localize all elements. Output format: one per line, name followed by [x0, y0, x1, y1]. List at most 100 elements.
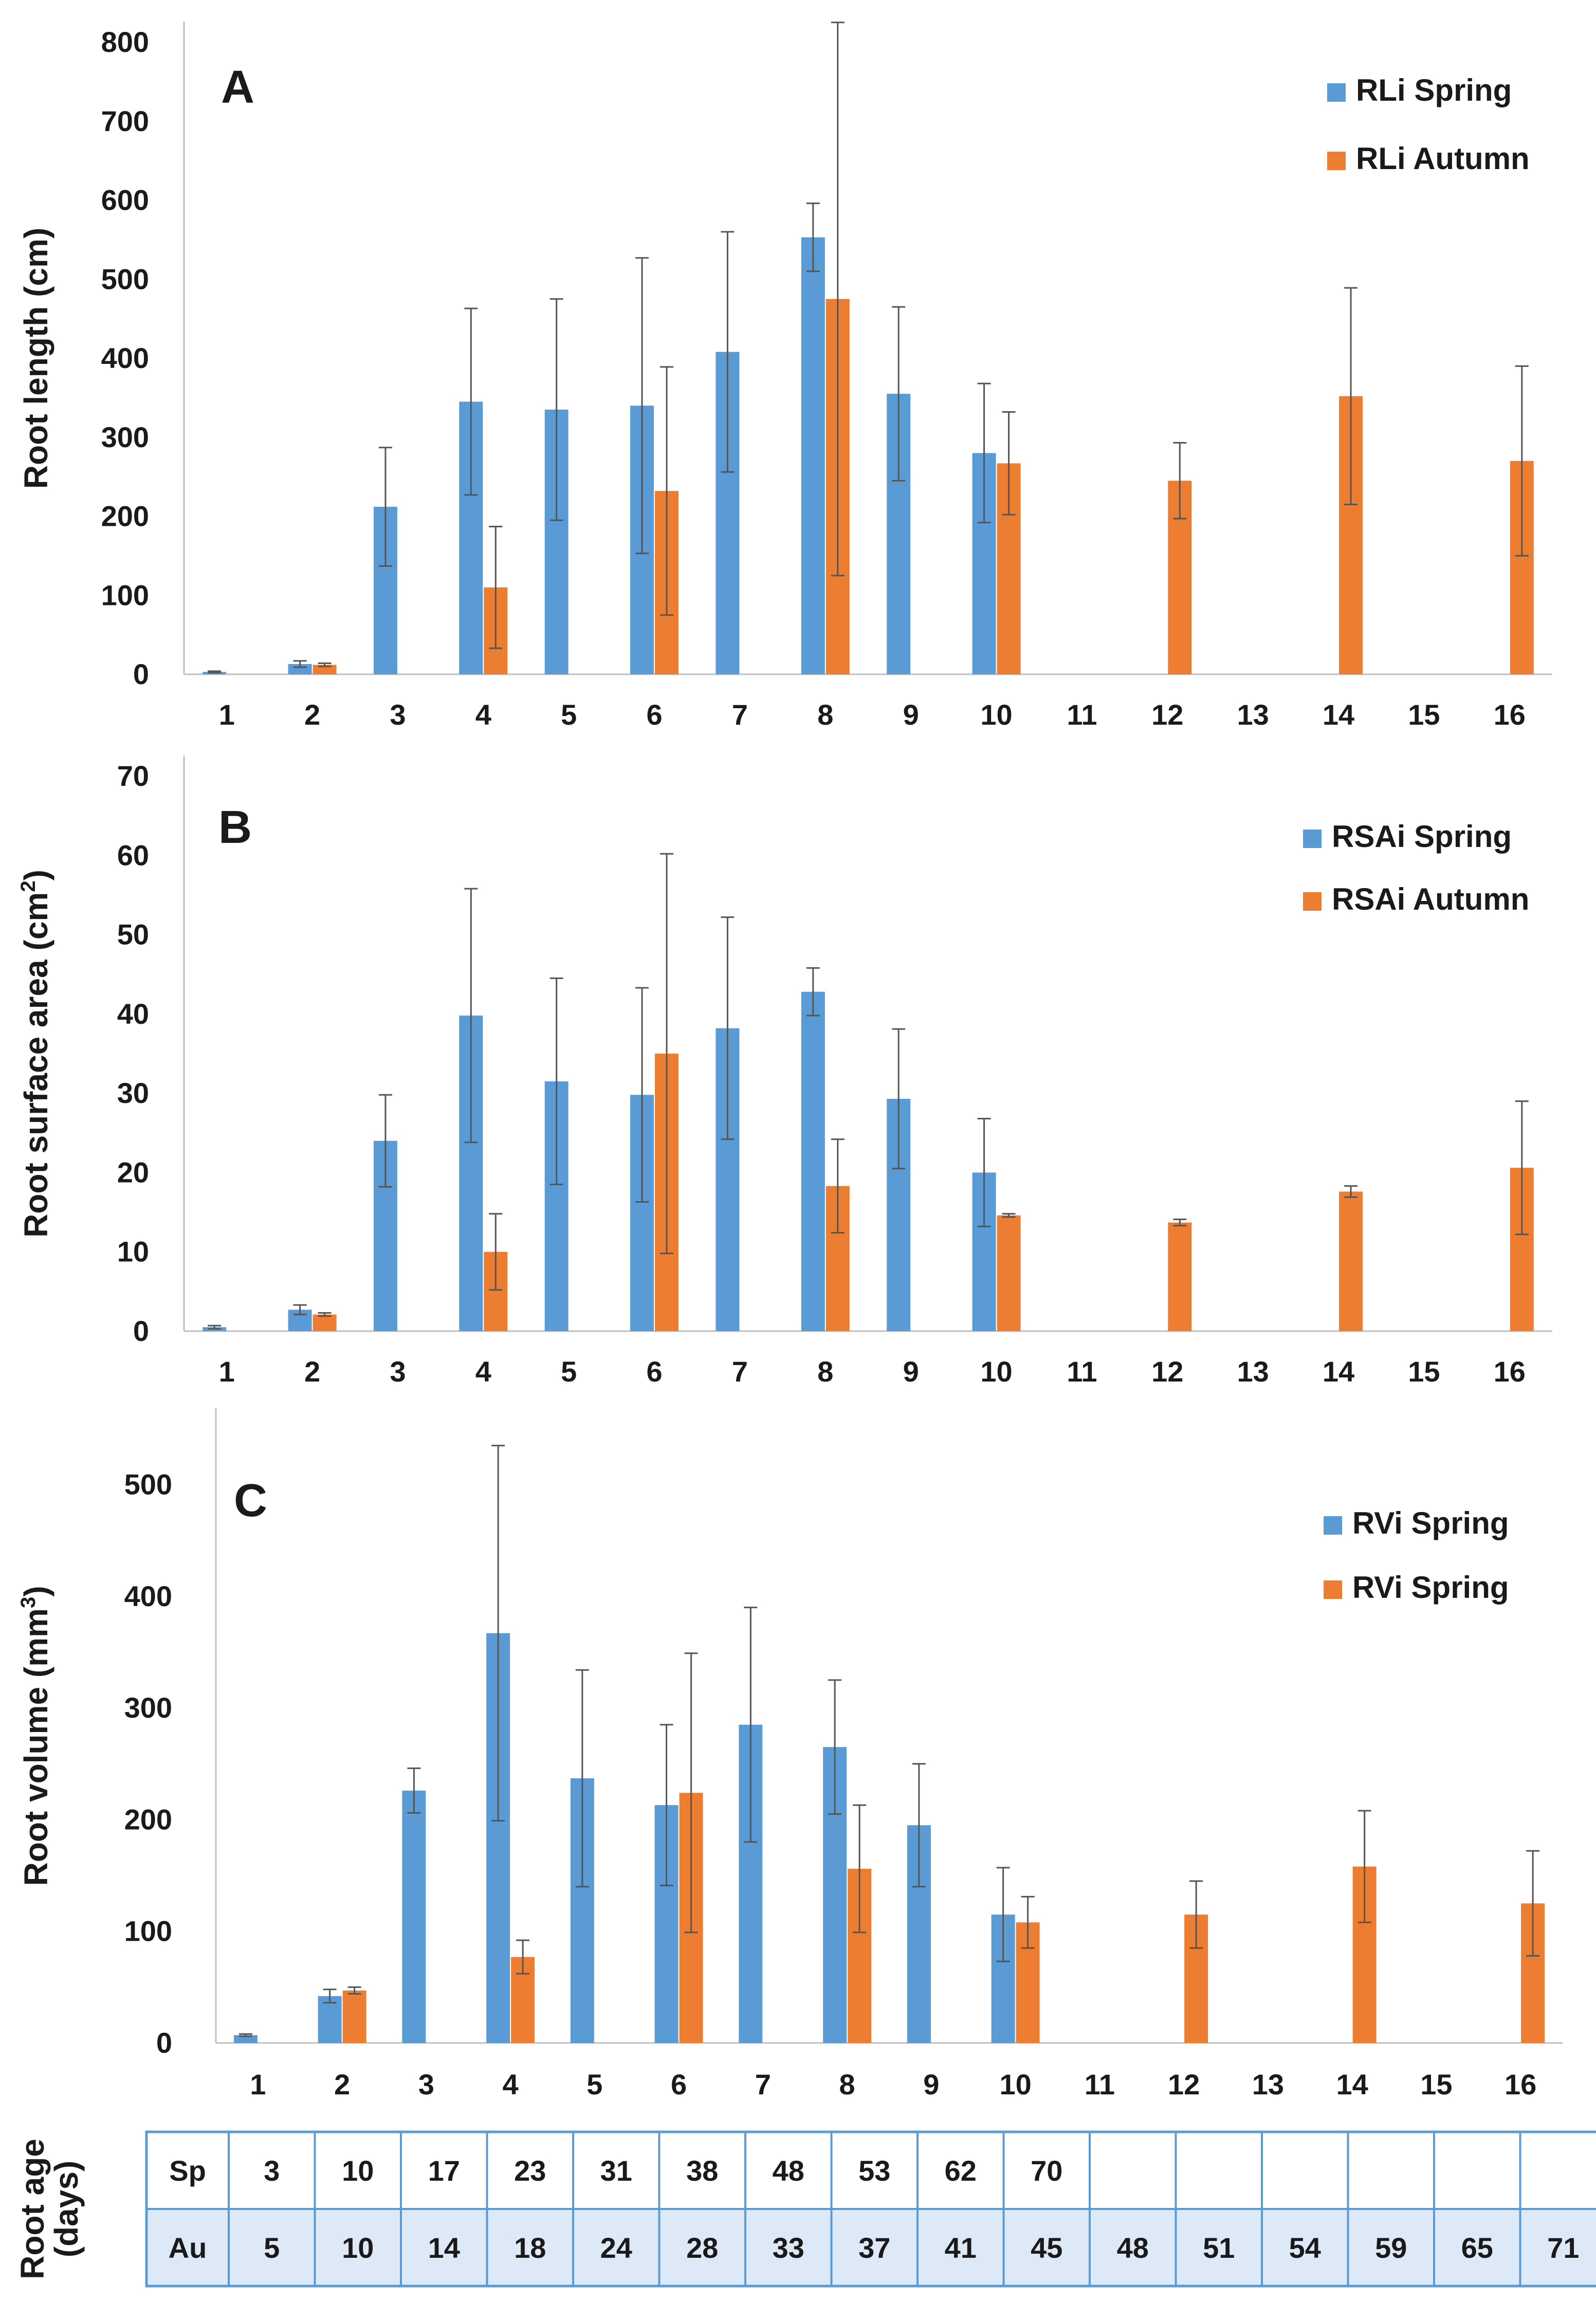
- legend-label-autumn: RLi Autumn: [1356, 141, 1530, 176]
- table-cell: 18: [514, 2232, 546, 2264]
- y-tick-label: 0: [156, 2027, 172, 2059]
- table-cell: 37: [858, 2232, 890, 2264]
- x-tick-label: 1: [219, 1355, 235, 1388]
- x-tick-label: 2: [304, 698, 320, 731]
- y-tick-label: 200: [124, 1803, 172, 1835]
- table-cell: 10: [342, 2154, 374, 2187]
- table-side-label: Root age(days): [14, 2139, 85, 2279]
- x-tick-label: 14: [1336, 2068, 1368, 2101]
- panel-letter: C: [234, 1475, 267, 1526]
- x-tick-label: 14: [1323, 1355, 1354, 1388]
- x-tick-label: 8: [817, 1355, 833, 1388]
- y-axis-title: Root surface area (cm2): [17, 870, 54, 1238]
- x-tick-label: 14: [1323, 698, 1354, 731]
- x-tick-label: 1: [219, 698, 235, 731]
- table-cell: 41: [945, 2232, 977, 2264]
- x-tick-label: 13: [1237, 1355, 1269, 1388]
- x-tick-label: 8: [817, 698, 833, 731]
- legend-swatch-spring: [1303, 830, 1322, 848]
- x-tick-label: 2: [304, 1355, 320, 1388]
- y-axis-title: Root volume (mm3): [17, 1586, 54, 1886]
- x-tick-label: 3: [390, 1355, 406, 1388]
- table-cell: 53: [858, 2154, 890, 2187]
- table-cell: 54: [1289, 2232, 1321, 2264]
- y-tick-label: 0: [133, 1315, 149, 1347]
- x-tick-label: 16: [1494, 1355, 1526, 1388]
- x-tick-label: 15: [1420, 2068, 1452, 2101]
- panel-letter: B: [218, 802, 252, 853]
- y-tick-label: 300: [124, 1691, 172, 1724]
- table-row-label: Au: [169, 2232, 207, 2264]
- x-tick-label: 13: [1237, 698, 1269, 731]
- x-tick-label: 10: [980, 698, 1012, 731]
- x-tick-label: 16: [1494, 698, 1526, 731]
- x-tick-label: 15: [1408, 698, 1440, 731]
- table-cell: 23: [514, 2154, 546, 2187]
- y-tick-label: 300: [101, 421, 149, 453]
- x-tick-label: 16: [1505, 2068, 1536, 2101]
- table-cell: 65: [1461, 2232, 1493, 2264]
- x-tick-label: 6: [646, 1355, 662, 1388]
- table-cell: 5: [264, 2232, 280, 2264]
- bar-autumn-10: [997, 1215, 1021, 1331]
- x-tick-label: 5: [586, 2068, 602, 2101]
- x-tick-label: 9: [903, 698, 919, 731]
- legend-label-spring: RVi Spring: [1352, 1506, 1509, 1540]
- x-tick-label: 6: [671, 2068, 687, 2101]
- y-tick-label: 10: [117, 1236, 149, 1268]
- table-cell: 38: [686, 2154, 718, 2187]
- y-tick-label: 500: [124, 1468, 172, 1501]
- root-age-table: Sp 3 10 17 23 31 38 48 53 62 70 Au 5 10 14 18 24 28 33 37 41…: [14, 2130, 1596, 2288]
- y-tick-label: 400: [101, 342, 149, 374]
- table-cell: 70: [1031, 2154, 1062, 2187]
- table-cell: 10: [342, 2232, 374, 2264]
- x-tick-label: 4: [503, 2068, 519, 2101]
- legend-swatch-autumn: [1327, 152, 1346, 170]
- x-tick-label: 11: [1067, 698, 1097, 731]
- y-tick-label: 100: [101, 579, 149, 611]
- table-cell: 33: [773, 2232, 804, 2264]
- x-tick-label: 10: [999, 2068, 1031, 2101]
- y-tick-label: 60: [117, 839, 149, 871]
- x-tick-label: 13: [1252, 2068, 1284, 2101]
- x-tick-label: 7: [732, 698, 748, 731]
- legend-swatch-spring: [1324, 1516, 1342, 1535]
- x-tick-label: 7: [755, 2068, 771, 2101]
- table-cell: 31: [600, 2154, 632, 2187]
- x-tick-label: 4: [475, 1355, 491, 1388]
- panel-letter: A: [221, 62, 254, 113]
- bar-spring-3: [402, 1790, 426, 2043]
- y-tick-label: 0: [133, 658, 149, 690]
- legend-swatch-spring: [1327, 83, 1346, 102]
- bar-autumn-2: [313, 665, 337, 674]
- x-tick-label: 9: [903, 1355, 919, 1388]
- bar-spring-2: [318, 1996, 342, 2043]
- x-tick-label: 1: [250, 2068, 266, 2101]
- y-tick-label: 20: [117, 1156, 149, 1188]
- x-tick-label: 3: [418, 2068, 434, 2101]
- bar-spring-8: [801, 237, 825, 674]
- y-tick-label: 500: [101, 263, 149, 295]
- x-tick-label: 4: [475, 698, 491, 731]
- y-tick-label: 600: [101, 184, 149, 216]
- x-tick-label: 10: [980, 1355, 1012, 1388]
- legend-swatch-autumn: [1324, 1580, 1342, 1599]
- x-tick-label: 5: [561, 698, 577, 731]
- x-tick-label: 8: [839, 2068, 855, 2101]
- table-cell: 71: [1547, 2232, 1579, 2264]
- bar-autumn-2: [313, 1314, 337, 1331]
- table-cell: 48: [1117, 2232, 1149, 2264]
- bar-spring-1: [233, 2035, 258, 2043]
- x-tick-label: 6: [646, 698, 662, 731]
- table-row-shade: [146, 2209, 1596, 2286]
- legend-swatch-autumn: [1303, 892, 1322, 911]
- legend-label-spring: RSAi Spring: [1332, 819, 1512, 854]
- x-tick-label: 12: [1151, 1355, 1183, 1388]
- x-tick-label: 11: [1067, 1355, 1097, 1388]
- y-tick-label: 70: [117, 760, 149, 792]
- table-row-label: Sp: [169, 2154, 206, 2187]
- x-tick-label: 3: [390, 698, 406, 731]
